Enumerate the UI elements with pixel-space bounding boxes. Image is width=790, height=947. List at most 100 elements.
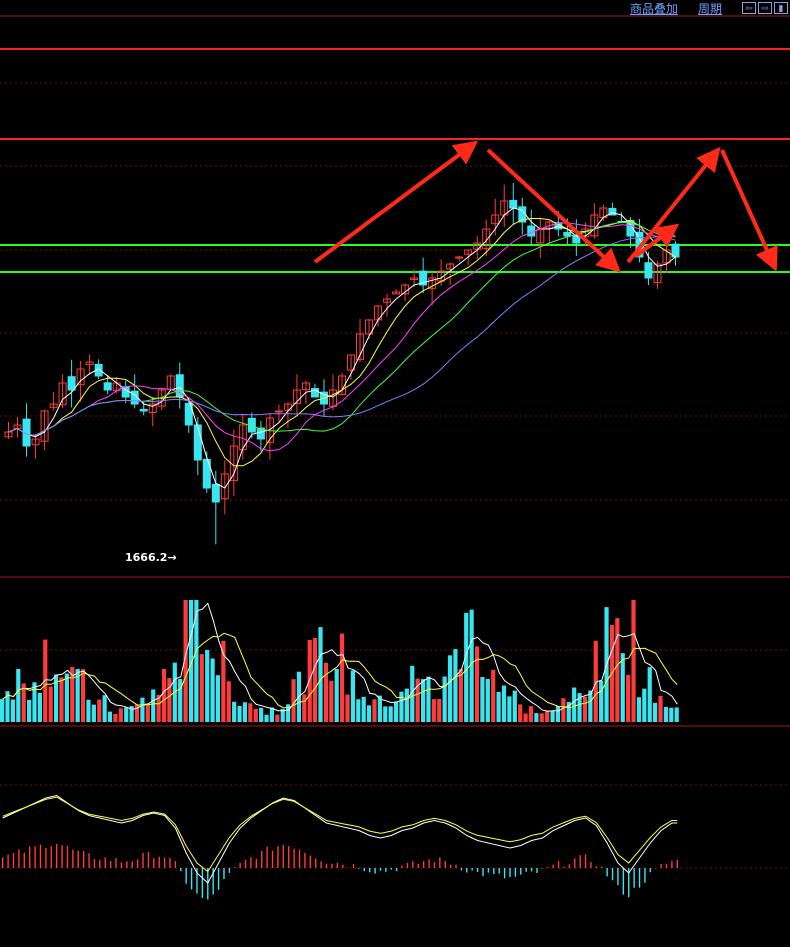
volume-bar [388,706,393,722]
volume-bar [280,708,285,722]
arrow-right-icon[interactable]: ⇨ [758,2,772,14]
bar-end-icon[interactable]: ▮ [774,2,788,14]
volume-ma10-line [2,632,678,709]
volume-bar [550,710,555,722]
candle-body [67,376,76,391]
candle-body [365,319,374,335]
candle-body [211,483,220,503]
volume-bar [210,658,215,722]
candle-body [446,263,455,270]
volume-bar [345,694,350,722]
trend-arrow [486,148,621,273]
volume-bar [237,705,242,722]
volume-bar [242,702,248,722]
volume-bar [10,699,15,722]
volume-bar [53,674,59,722]
candle-body [419,270,428,286]
volume-bar [437,698,442,722]
volume-bar [447,655,453,722]
candle-body [193,424,202,461]
volume-bar [97,699,102,722]
volume-bar [80,669,86,722]
volume-bar [269,707,275,722]
volume-bar [124,707,129,722]
volume-bar [221,640,226,722]
candle-body [94,363,103,377]
candle-body [202,458,211,489]
volume-bar [588,690,593,722]
volume-bar [512,690,517,722]
volume-bar [307,639,312,722]
volume-bar [572,687,577,722]
volume-bar [545,710,550,722]
macd-panel [1,794,679,900]
volume-bar [102,695,107,722]
volume-bar [404,688,409,722]
arrow-left-icon[interactable]: ⇦ [742,2,756,14]
volume-bar [485,678,490,722]
volume-bar [0,699,5,722]
volume-bar [458,668,463,722]
period-link[interactable]: 周期 [697,1,722,16]
volume-bar [178,678,183,722]
volume-bar [674,707,679,722]
ma30-line [8,221,676,437]
volume-bar [5,691,10,722]
candle-body [455,256,464,259]
min-pointer-icon: → [167,551,177,564]
volume-bar [232,701,237,722]
volume-bar [16,668,21,722]
volume-bar [107,711,113,722]
candle-body [85,361,94,366]
overlay-link[interactable]: 商品叠加 [629,1,678,16]
volume-bar [59,677,64,722]
volume-bar [491,669,496,722]
volume-bar [501,685,507,722]
volume-bar [399,691,404,722]
candle-body [76,368,85,386]
volume-bar [636,697,642,722]
volume-bar [620,653,625,722]
volume-bar [615,618,620,722]
volume-bar [188,600,194,722]
volume-bar [528,706,534,722]
volume-bar [593,640,598,722]
candle-body [310,388,319,398]
candle-body [644,262,653,279]
candle-body [662,249,671,264]
candle-body [337,375,347,396]
volume-bar [113,713,118,722]
volume-bar [453,649,458,722]
volume-bar [226,681,231,722]
volume-bar [426,676,431,722]
volume-bar [75,669,80,722]
volume-bar [561,698,566,722]
volume-bar [442,676,447,722]
volume-ma5-line [2,602,678,712]
volume-bar [420,679,426,722]
volume-bar [518,704,523,722]
volume-bar [264,714,269,722]
moving-average-lines [8,207,676,489]
ma60-line [8,234,676,437]
trend-arrow [634,223,680,258]
volume-bar [658,696,663,722]
volume-bar [577,693,582,722]
candle-body [590,214,599,237]
volume-bar [302,694,307,722]
volume-bar [534,713,539,722]
volume-bar [259,707,264,722]
volume-bar [663,706,669,722]
volume-bar [599,680,604,722]
volume-bar [161,668,167,722]
candle-body [572,234,581,244]
candle-body [148,403,157,413]
candle-body [563,232,572,237]
candle-body [410,277,419,281]
volume-bar [313,638,318,722]
candle-body [49,403,58,408]
volume-bar [356,699,361,722]
candle-body [347,354,356,371]
volume-bar [555,706,561,722]
